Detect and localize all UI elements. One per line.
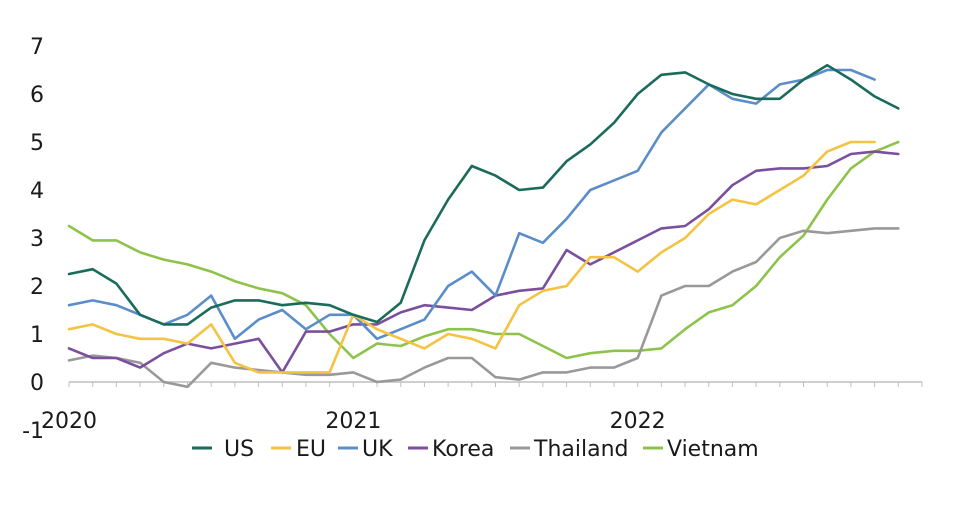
x-tick-label: 2021 <box>325 409 381 434</box>
x-axis-tick-marks <box>68 382 923 387</box>
y-tick-label: 4 <box>30 179 44 204</box>
y-tick-label: 3 <box>30 227 44 252</box>
legend: US EU UK Korea Thailand Vietnam <box>192 437 759 462</box>
x-tick-label: 2020 <box>41 409 97 434</box>
y-axis-tick-labels: -1 0 1 2 3 4 5 6 7 <box>22 35 44 444</box>
legend-label-korea: Korea <box>432 437 494 462</box>
y-tick-label: 5 <box>30 131 44 156</box>
legend-label-us: US <box>224 437 254 462</box>
x-axis-tick-labels: 2020 2021 2022 <box>41 409 666 434</box>
series-line-us <box>67 63 900 326</box>
y-tick-label: 2 <box>30 275 44 300</box>
legend-label-uk: UK <box>362 437 393 462</box>
series-lines <box>67 63 900 389</box>
series-line-thailand <box>67 227 900 389</box>
series-line-uk <box>67 68 876 341</box>
series-line-korea <box>67 150 900 374</box>
x-tick-label: 2022 <box>610 409 666 434</box>
y-tick-label: 0 <box>30 371 44 396</box>
series-line-vietnam <box>67 140 900 360</box>
series-line-eu <box>67 140 876 374</box>
y-tick-label: 1 <box>30 323 44 348</box>
legend-label-vietnam: Vietnam <box>667 437 759 462</box>
y-tick-label: -1 <box>22 419 44 444</box>
y-tick-label: 7 <box>30 35 44 60</box>
legend-label-thailand: Thailand <box>533 437 628 462</box>
y-tick-label: 6 <box>30 83 44 108</box>
legend-label-eu: EU <box>296 437 326 462</box>
